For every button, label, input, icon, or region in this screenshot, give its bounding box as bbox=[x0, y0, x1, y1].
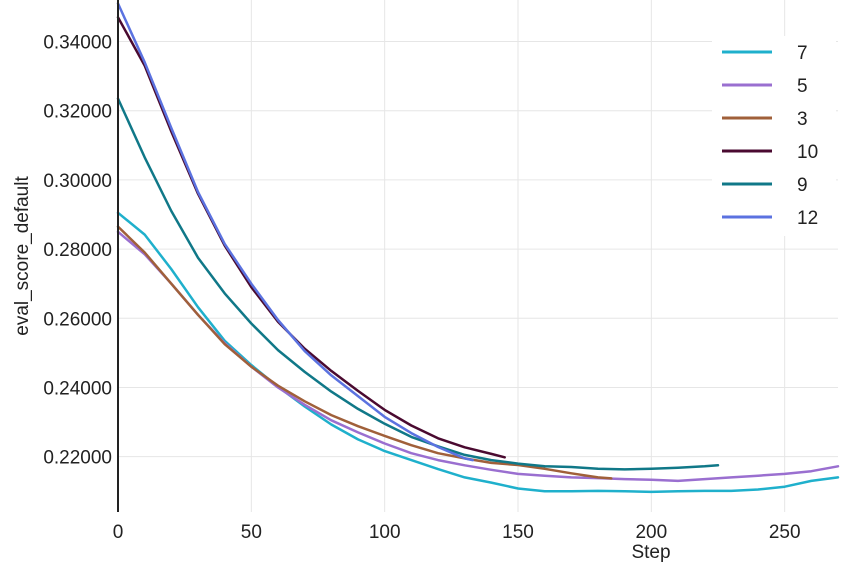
y-tick-label: 0.24000 bbox=[43, 378, 112, 399]
legend-item-12[interactable]: 12 bbox=[722, 208, 818, 229]
legend-background bbox=[712, 36, 836, 236]
x-tick-label: 50 bbox=[241, 522, 262, 543]
tick-labels: 0 50 100 150 200 250 0.22000 0.24000 0.26000 0.28… bbox=[43, 33, 800, 543]
legend[interactable]: 7 5 3 10 9 12 bbox=[712, 36, 836, 236]
x-tick-label: 250 bbox=[769, 522, 801, 543]
series-line-10 bbox=[116, 16, 506, 459]
x-tick-label: 100 bbox=[369, 522, 401, 543]
x-axis-title: Step bbox=[631, 542, 670, 563]
y-axis-title: eval_score_default bbox=[12, 176, 33, 336]
legend-label: 9 bbox=[797, 175, 808, 196]
legend-label: 12 bbox=[797, 208, 818, 229]
legend-label: 7 bbox=[797, 43, 808, 64]
y-tick-label: 0.28000 bbox=[43, 240, 112, 261]
series-line-12 bbox=[116, 2, 474, 462]
legend-item-10[interactable]: 10 bbox=[722, 142, 818, 163]
series-line-7 bbox=[116, 211, 840, 494]
series-line-9 bbox=[116, 97, 720, 471]
legend-label: 5 bbox=[797, 76, 808, 97]
legend-label: 10 bbox=[797, 142, 818, 163]
series-line-5 bbox=[116, 230, 840, 483]
y-tick-label: 0.32000 bbox=[43, 102, 112, 123]
x-tick-label: 150 bbox=[502, 522, 534, 543]
y-tick-label: 0.34000 bbox=[43, 33, 112, 54]
x-tick-label: 200 bbox=[635, 522, 667, 543]
series-lines bbox=[116, 2, 840, 494]
y-tick-label: 0.22000 bbox=[43, 448, 112, 469]
legend-label: 3 bbox=[797, 109, 808, 130]
legend-item-3[interactable]: 3 bbox=[722, 109, 808, 130]
series-line-3 bbox=[116, 225, 613, 480]
legend-item-9[interactable]: 9 bbox=[722, 175, 808, 196]
y-tick-label: 0.30000 bbox=[43, 171, 112, 192]
y-tick-label: 0.26000 bbox=[43, 309, 112, 330]
x-tick-label: 0 bbox=[113, 522, 124, 543]
legend-item-5[interactable]: 5 bbox=[722, 76, 808, 97]
legend-item-7[interactable]: 7 bbox=[722, 43, 808, 64]
